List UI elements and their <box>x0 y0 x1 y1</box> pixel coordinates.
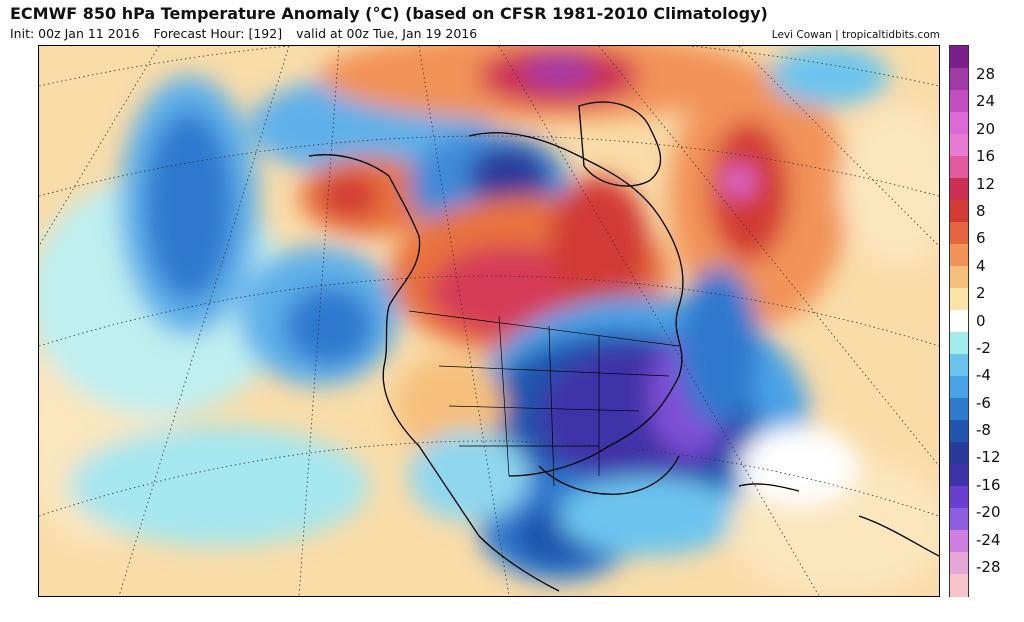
political-borders <box>408 310 680 487</box>
colorbar-tick-label: 4 <box>976 256 986 275</box>
field-patch <box>549 176 649 316</box>
valid-time: valid at 00z Tue, Jan 19 2016 <box>296 26 478 41</box>
field-patch <box>723 165 755 197</box>
colorbar-segment <box>950 90 968 113</box>
field-patch <box>559 476 739 556</box>
colorbar-segment <box>950 486 968 509</box>
field-patch <box>739 426 859 506</box>
colorbar-tick-label: 8 <box>976 201 986 220</box>
anomaly-map-svg <box>39 46 939 596</box>
field-patch <box>469 146 549 206</box>
colorbar-segment <box>950 398 968 421</box>
colorbar-tick-label: -4 <box>976 366 991 385</box>
colorbar-segment <box>950 222 968 245</box>
colorbar-segment <box>950 200 968 223</box>
colorbar-segment <box>950 464 968 487</box>
credit-text: Levi Cowan | tropicaltidbits.com <box>771 29 940 41</box>
colorbar-segment <box>950 310 968 333</box>
colorbar-segment <box>950 420 968 443</box>
field-patch <box>284 286 374 366</box>
colorbar-tick-label: -28 <box>976 558 1001 576</box>
colorbar-tick-label: 6 <box>976 229 986 248</box>
field-patch <box>769 46 889 106</box>
colorbar-tick-label: 2 <box>976 284 986 303</box>
colorbar-tick-label: -8 <box>976 421 991 440</box>
colorbar-segment <box>950 266 968 289</box>
anomaly-map <box>38 45 940 597</box>
init-time: Init: 00z Jan 11 2016 <box>10 26 140 41</box>
colorbar-segment <box>950 508 968 531</box>
field-patch <box>69 426 369 546</box>
colorbar-segment <box>950 354 968 377</box>
field-patch <box>679 266 759 426</box>
graticule <box>39 46 939 596</box>
field-patch <box>409 431 529 521</box>
coastlines <box>308 101 939 592</box>
colorbar-segment <box>950 332 968 355</box>
field-patch <box>319 174 379 218</box>
colorbar-tick-label: -2 <box>976 338 991 357</box>
anomaly-field <box>39 46 939 596</box>
colorbar-tick-label: -16 <box>976 475 1001 494</box>
colorbar-tick-label: -24 <box>976 530 1001 549</box>
colorbar-segment <box>950 288 968 311</box>
colorbar-tick-label: -12 <box>976 448 1001 467</box>
colorbar-tick-label: -20 <box>976 503 1001 522</box>
colorbar-segment <box>950 442 968 465</box>
colorbar-segment <box>950 530 968 553</box>
colorbar-tick-label: 24 <box>976 92 996 111</box>
colorbar-tick-label: 16 <box>976 147 996 166</box>
field-patch <box>524 53 594 89</box>
run-info: Init: 00z Jan 11 2016 Forecast Hour: [19… <box>10 26 487 41</box>
colorbar-tick-label: 0 <box>976 311 986 330</box>
colorbar-segment <box>950 134 968 157</box>
colorbar-tick-label: 12 <box>976 174 996 193</box>
colorbar <box>949 45 969 597</box>
colorbar-segment <box>950 574 968 597</box>
colorbar-segment <box>950 244 968 267</box>
colorbar-segment <box>950 68 968 91</box>
colorbar-segment <box>950 376 968 399</box>
field-patch <box>839 106 939 266</box>
colorbar-segment <box>950 178 968 201</box>
colorbar-segment <box>950 156 968 179</box>
forecast-hour: Forecast Hour: [192] <box>153 26 283 41</box>
field-patch <box>429 246 589 336</box>
colorbar-segment <box>950 46 968 69</box>
colorbar-tick-label: 20 <box>976 119 996 138</box>
colorbar-segment <box>950 112 968 135</box>
colorbar-segment <box>950 552 968 575</box>
colorbar-tick-label: -6 <box>976 393 991 412</box>
chart-title: ECMWF 850 hPa Temperature Anomaly (°C) (… <box>10 4 768 23</box>
field-patch <box>144 111 234 301</box>
colorbar-tick-label: 28 <box>976 65 996 83</box>
